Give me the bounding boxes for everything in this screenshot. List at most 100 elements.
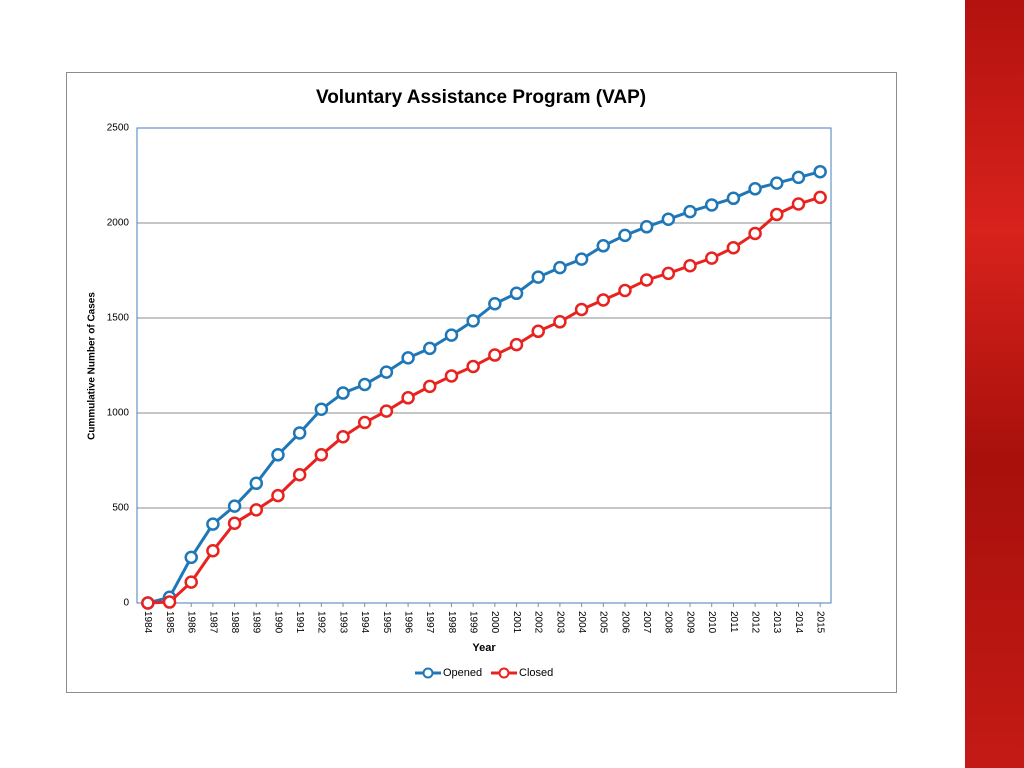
data-point: [227, 516, 242, 530]
y-axis-label: Cummulative Number of Cases: [87, 292, 98, 440]
x-tick-label: 1995: [381, 611, 392, 634]
data-point: [596, 293, 611, 307]
y-tick-label: 500: [112, 503, 129, 514]
legend-marker: [422, 667, 434, 679]
x-tick-label: 1986: [186, 611, 197, 634]
data-point: [227, 499, 242, 513]
x-tick-label: 2002: [533, 611, 544, 634]
x-tick-label: 2003: [554, 611, 565, 634]
data-point: [639, 220, 654, 234]
data-point: [596, 239, 611, 253]
data-point: [683, 204, 697, 219]
plot-border: [136, 127, 832, 604]
x-tick-label: 2005: [598, 611, 609, 634]
data-point: [509, 337, 524, 352]
x-tick-label: 2012: [749, 611, 760, 634]
x-tick-label: 1994: [359, 611, 370, 634]
data-point: [509, 286, 524, 301]
x-tick-label: 1990: [272, 611, 283, 634]
x-tick-label: 2013: [771, 611, 782, 634]
data-point: [726, 191, 741, 206]
data-point: [379, 404, 394, 418]
x-tick-label: 1997: [424, 611, 435, 634]
data-point: [423, 341, 437, 356]
data-point: [813, 190, 827, 205]
data-point: [531, 270, 545, 284]
x-tick-label: 1993: [337, 611, 348, 634]
data-point: [639, 273, 654, 287]
data-point: [748, 226, 762, 241]
data-point: [683, 259, 697, 273]
y-tick-label: 1000: [107, 408, 130, 419]
data-point: [162, 595, 177, 609]
data-point: [531, 324, 545, 339]
data-point: [704, 251, 719, 265]
data-point: [748, 182, 762, 196]
x-tick-label: 1987: [207, 611, 218, 634]
x-tick-label: 1991: [294, 611, 305, 634]
data-point: [488, 348, 502, 362]
data-point: [444, 328, 459, 342]
data-point: [271, 488, 285, 503]
x-tick-label: 1989: [251, 611, 262, 634]
data-point: [336, 430, 350, 444]
x-tick-label: 1988: [229, 611, 240, 634]
data-point: [271, 448, 285, 462]
x-tick-label: 1992: [316, 611, 327, 634]
data-point: [401, 351, 415, 365]
data-point: [141, 596, 155, 610]
data-point: [574, 302, 589, 317]
x-tick-label: 2006: [619, 611, 630, 634]
data-point: [357, 415, 372, 430]
x-tick-label: 2011: [728, 611, 739, 633]
data-point: [206, 544, 220, 558]
x-tick-label: 2009: [684, 611, 695, 634]
legend-label: Closed: [519, 667, 553, 679]
x-tick-label: 2000: [489, 611, 500, 634]
x-tick-label: 1998: [446, 611, 457, 634]
x-tick-label: 1985: [164, 611, 175, 634]
data-point: [618, 283, 632, 298]
data-point: [770, 176, 784, 190]
data-point: [357, 377, 372, 392]
data-point: [336, 386, 350, 400]
data-point: [379, 365, 394, 379]
data-point: [401, 391, 415, 405]
data-point: [249, 503, 264, 517]
x-tick-label: 2007: [641, 611, 652, 634]
y-tick-label: 1500: [107, 313, 130, 324]
x-tick-label: 2008: [663, 611, 674, 634]
data-point: [661, 266, 676, 281]
y-tick-label: 0: [123, 598, 129, 609]
x-tick-label: 2010: [706, 611, 717, 634]
x-tick-label: 1999: [468, 611, 479, 634]
data-point: [184, 550, 198, 565]
data-point: [423, 379, 437, 394]
data-point: [770, 207, 784, 222]
data-point: [314, 448, 329, 462]
decor-strip: [965, 0, 1024, 768]
data-point: [292, 468, 307, 482]
data-point: [553, 315, 567, 329]
legend-label: Opened: [443, 667, 482, 679]
chart-title: Voluntary Assistance Program (VAP): [316, 87, 646, 108]
x-tick-label: 2004: [576, 611, 587, 634]
data-point: [574, 252, 589, 266]
data-point: [184, 575, 198, 589]
data-point: [791, 170, 806, 185]
x-tick-label: 2014: [793, 611, 804, 634]
data-point: [249, 476, 264, 491]
data-point: [444, 369, 459, 383]
data-point: [292, 426, 307, 440]
data-point: [791, 197, 806, 211]
y-tick-label: 2500: [107, 123, 130, 134]
data-point: [813, 164, 827, 179]
data-point: [726, 240, 741, 255]
chart-frame: [66, 72, 897, 693]
x-axis-label: Year: [472, 642, 496, 654]
y-tick-label: 2000: [107, 218, 130, 229]
data-point: [466, 314, 480, 328]
data-point: [488, 297, 502, 311]
